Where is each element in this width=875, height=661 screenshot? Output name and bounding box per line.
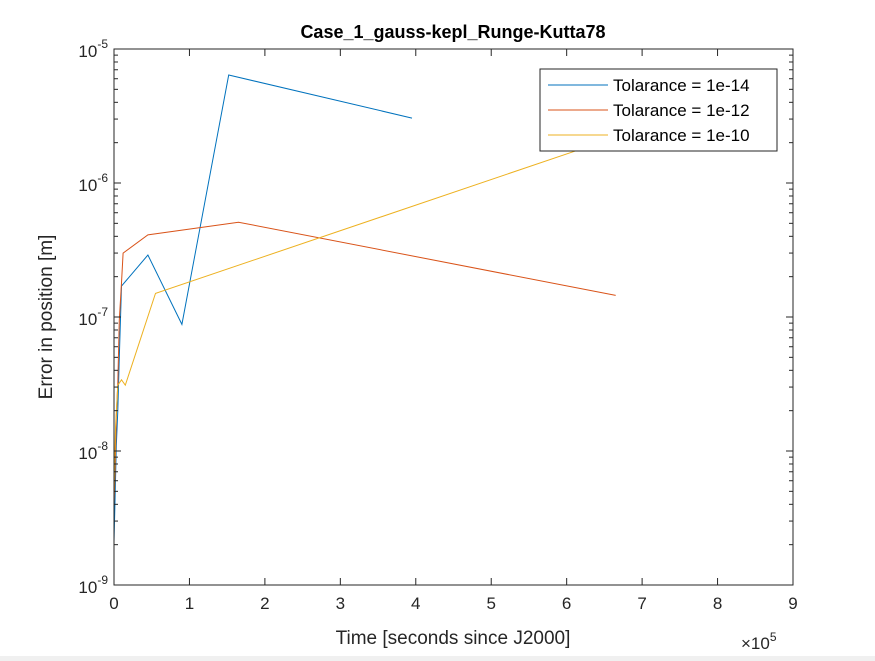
y-tick-labels: 10-9 10-8 10-7 10-6 10-5 (78, 37, 108, 597)
x-exponent: ×105 (741, 630, 777, 653)
x-tick-label: 4 (411, 594, 420, 613)
y-tick-label: 10-5 (78, 37, 108, 61)
x-tick-label: 7 (637, 594, 646, 613)
x-axis-label: Time [seconds since J2000] (336, 628, 571, 649)
series-line-3 (114, 148, 582, 498)
x-tick-label: 3 (336, 594, 345, 613)
legend-label-3: Tolarance = 1e-10 (613, 126, 750, 145)
y-tick-label: 10-9 (78, 573, 108, 597)
series-line-2 (114, 221, 616, 505)
x-tick-label: 1 (185, 594, 194, 613)
x-tick-labels: 0 1 2 3 4 5 6 7 8 9 (109, 594, 797, 613)
legend-label-1: Tolarance = 1e-14 (613, 76, 750, 95)
x-tick-label: 2 (260, 594, 269, 613)
chart-title: Case_1_gauss-kepl_Runge-Kutta78 (300, 22, 605, 42)
x-exponent-power: 5 (770, 630, 777, 644)
y-axis-label: Error in position [m] (36, 235, 57, 400)
axis-ticks (113, 48, 794, 586)
legend[interactable]: Tolarance = 1e-14 Tolarance = 1e-12 Tolara… (539, 68, 778, 152)
x-tick-label: 9 (788, 594, 797, 613)
x-tick-label: 5 (486, 594, 495, 613)
x-tick-label: 8 (713, 594, 722, 613)
x-exponent-base: ×10 (741, 634, 770, 653)
x-tick-label: 0 (109, 594, 118, 613)
legend-label-2: Tolarance = 1e-12 (613, 101, 750, 120)
y-tick-label: 10-6 (78, 171, 108, 195)
svg-text:×105: ×105 (741, 630, 777, 653)
x-tick-label: 6 (562, 594, 571, 613)
y-tick-label: 10-7 (78, 305, 108, 329)
y-tick-label: 10-8 (78, 439, 108, 463)
